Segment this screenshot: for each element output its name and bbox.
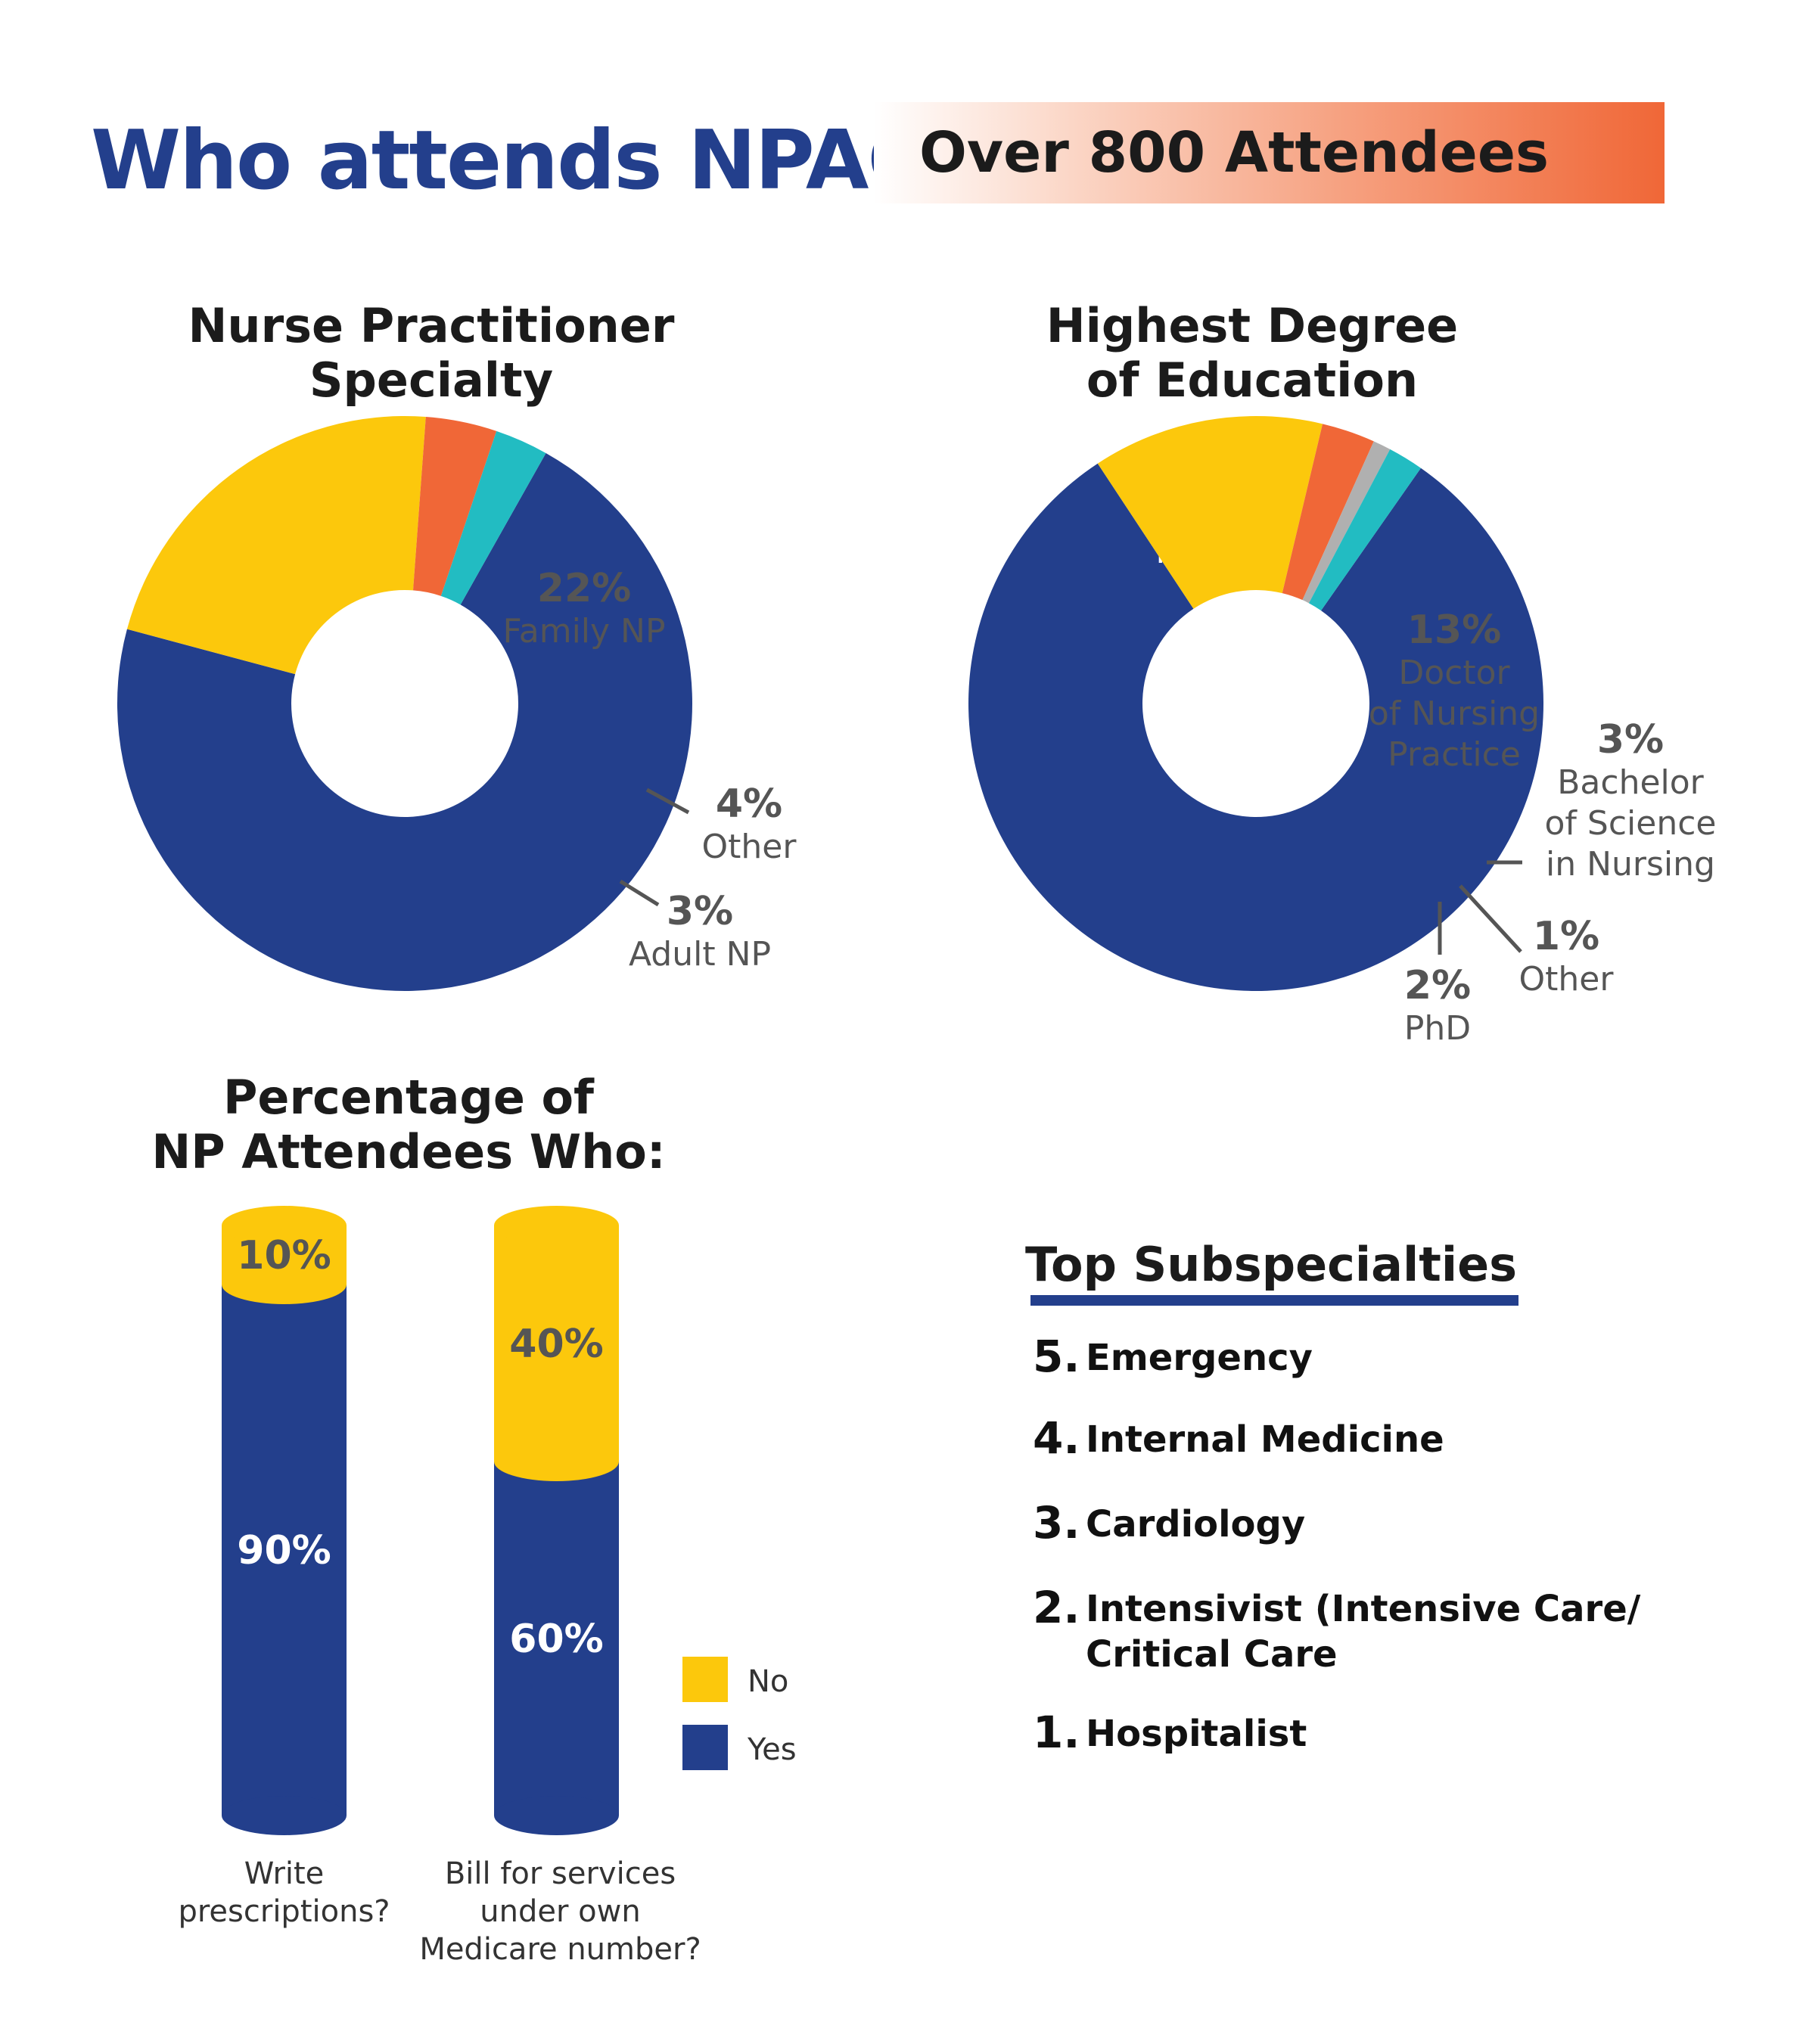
subspecialty-name: Emergency [1086,1335,1313,1381]
specialty-leader-line [619,879,660,907]
subspecialty-name-line: Internal Medicine [1086,1418,1444,1461]
page-title: Who attends NPAC? [91,113,973,208]
subspecialty-rank: 2. [1033,1582,1080,1633]
no-bar [494,1225,619,1462]
subspecialty-rank: 5. [1033,1331,1080,1382]
yes-bar-base [222,1796,347,1835]
specialty-slice-label: 3% Adult NP [629,889,771,974]
attendees-banner-text: Over 800 Attendees [919,120,1550,185]
yes-bar-base [494,1796,619,1835]
subspecialties-title: Top Subspecialties [1025,1237,1518,1292]
education-slice [1302,441,1391,604]
no-value-label: 40% [509,1322,603,1367]
specialty-slice [412,417,497,596]
yes-bar [222,1284,347,1816]
subspecialty-name-line: Intensivist (Intensive Care/ [1086,1588,1641,1630]
subspecialty-rank: 4. [1033,1412,1080,1464]
category-label: Bill for services under own Medicare numbe… [419,1856,701,1967]
education-slice-label: 3% Bachelor of Science in Nursing [1545,717,1717,884]
category-label: Write prescriptions? [178,1856,390,1929]
subspecialty-item: 1. Hospitalist [1033,1707,1307,1758]
education-slice [968,463,1543,991]
bar-segment-boundary [222,1265,347,1304]
specialty-slice-label: 22% Family NP [502,566,665,651]
subspecialty-name: Intensivist (Intensive Care/Critical Car… [1086,1586,1640,1677]
education-slice-label: 2% PhD [1404,963,1471,1048]
subspecialty-name: Internal Medicine [1086,1417,1444,1462]
education-slice [1308,449,1421,611]
bar-segment-boundary [494,1442,619,1481]
subspecialty-name-line: Hospitalist [1086,1713,1307,1755]
subspecialty-name: Hospitalist [1086,1711,1307,1757]
no-value-label: 10% [237,1233,331,1278]
legend-label-yes: Yes [747,1732,797,1767]
subspecialties-underline [1030,1295,1518,1306]
specialty-chart-title-line: Nurse Practitioner [188,298,675,353]
specialty-chart-title-line: Specialty [309,353,554,408]
education-chart-title-line: of Education [1086,353,1419,408]
subspecialty-item: 2. Intensivist (Intensive Care/Critical C… [1033,1582,1640,1677]
specialty-slice [126,416,426,675]
yes-bar [494,1462,619,1816]
subspecialty-name-line: Critical Care [1086,1633,1338,1676]
education-chart-title: Highest Degree of Education [950,299,1555,408]
education-chart-title-line: Highest Degree [1046,298,1459,353]
np-percentage-chart-title: Percentage of NP Attendees Who: [106,1070,711,1179]
education-slice-label: 1% Other [1519,914,1615,999]
subspecialty-name: Cardiology [1086,1502,1305,1547]
subspecialty-name-line: Emergency [1086,1337,1313,1379]
specialty-slice-label: 4% Other [702,781,797,866]
education-slice [1282,424,1374,601]
subspecialty-item: 4. Internal Medicine [1033,1412,1444,1464]
specialty-donut-chart: 71%Acute Care NP22%Family NP4%Other3%Adu… [117,416,797,992]
specialty-slice [117,452,693,992]
attendees-banner: Over 800 Attendees [874,102,1665,203]
no-bar-cap [222,1206,347,1245]
specialty-chart-title: Nurse Practitioner Specialty [129,299,734,408]
np-percentage-chart-title-line: NP Attendees Who: [151,1124,666,1179]
education-slice-label: 13% Doctor of Nursing Practice [1369,607,1540,774]
subspecialty-name-line: Cardiology [1086,1503,1306,1545]
np-percentage-bar-chart: 10% 90% Write prescriptions? 40% 60% Bill for … [178,1206,797,1967]
subspecialty-rank: 3. [1033,1497,1080,1549]
no-bar-cap [494,1206,619,1245]
yes-value-label: 90% [237,1528,331,1573]
yes-value-label: 60% [509,1617,603,1662]
subspecialty-item: 3. Cardiology [1033,1497,1305,1549]
education-leader-line [1459,884,1522,953]
np-percentage-chart-title-line: Percentage of [222,1070,595,1125]
specialty-slice [440,430,546,605]
legend-swatch-yes [682,1725,728,1770]
specialty-leader-line [645,787,690,815]
legend-label-no: No [748,1664,788,1699]
subspecialty-item: 5. Emergency [1033,1331,1313,1382]
legend-swatch-no [682,1657,728,1702]
education-slice [1097,415,1323,609]
subspecialty-rank: 1. [1033,1707,1080,1758]
